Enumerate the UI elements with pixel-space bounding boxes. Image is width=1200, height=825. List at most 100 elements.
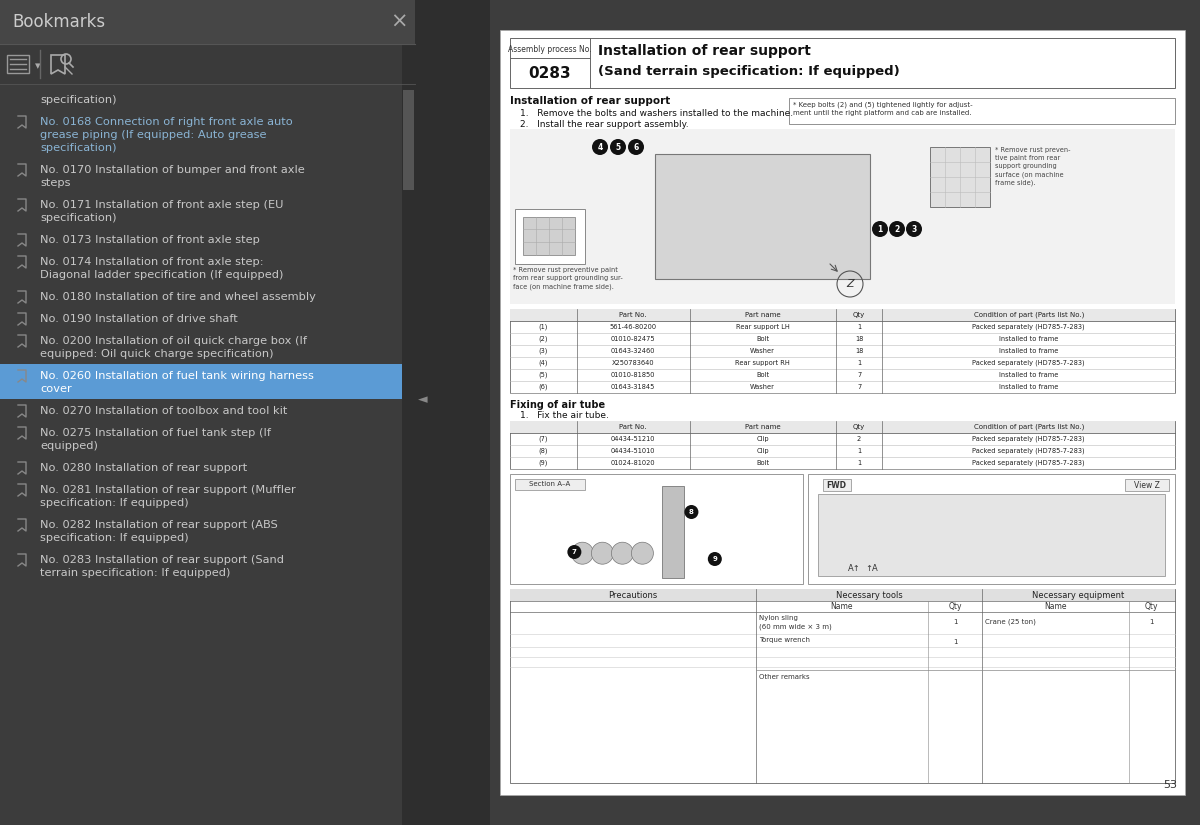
Text: 9: 9: [713, 556, 718, 562]
Text: * Keep bolts (2) and (5) tightened lightly for adjust-: * Keep bolts (2) and (5) tightened light…: [793, 102, 973, 109]
Bar: [0, 44, 415, 84]
Text: 2.   Install the rear support assembly.: 2. Install the rear support assembly.: [520, 120, 689, 129]
Text: equipped: Oil quick charge specification): equipped: Oil quick charge specification…: [40, 349, 274, 359]
Text: (4): (4): [539, 360, 548, 366]
Text: 04434-51210: 04434-51210: [611, 436, 655, 442]
Text: 561-46-80200: 561-46-80200: [610, 324, 656, 330]
Text: Packed separately (HD785-7-283): Packed separately (HD785-7-283): [972, 360, 1085, 366]
Bar: [415, 0, 1200, 825]
Text: No. 0281 Installation of rear support (Muffler: No. 0281 Installation of rear support (M…: [40, 485, 295, 495]
Circle shape: [708, 552, 722, 566]
Text: No. 0171 Installation of front axle step (EU: No. 0171 Installation of front axle step…: [40, 200, 283, 210]
Bar: [930, 147, 990, 207]
Text: FWD: FWD: [827, 480, 847, 489]
Text: Nylon sling: Nylon sling: [760, 615, 798, 621]
Text: (5): (5): [539, 372, 548, 378]
Text: No. 0173 Installation of front axle step: No. 0173 Installation of front axle step: [40, 235, 260, 245]
Bar: [655, 154, 870, 279]
Text: 1: 1: [953, 639, 958, 645]
Bar: [510, 309, 1175, 321]
Text: ment until the right platform and cab are installed.: ment until the right platform and cab ar…: [793, 110, 972, 116]
Text: 1: 1: [1150, 619, 1154, 625]
Text: Installation of rear support: Installation of rear support: [510, 96, 671, 106]
Text: View Z: View Z: [1134, 480, 1160, 489]
Text: 1: 1: [857, 324, 862, 330]
Text: 7: 7: [857, 384, 862, 390]
Text: 2: 2: [857, 436, 862, 442]
Bar: [403, 90, 414, 190]
Text: grease piping (If equipped: Auto grease: grease piping (If equipped: Auto grease: [40, 130, 266, 140]
Text: 3: 3: [911, 224, 917, 233]
Text: Other remarks: Other remarks: [760, 674, 810, 680]
Bar: [523, 217, 575, 255]
Bar: [510, 38, 1175, 88]
Text: Section A–A: Section A–A: [529, 482, 571, 488]
Text: No. 0168 Connection of right front axle auto: No. 0168 Connection of right front axle …: [40, 117, 293, 127]
Text: Necessary equipment: Necessary equipment: [1032, 591, 1124, 600]
Circle shape: [568, 545, 581, 559]
Text: No. 0190 Installation of drive shaft: No. 0190 Installation of drive shaft: [40, 314, 238, 324]
Bar: [415, 0, 490, 825]
Bar: [808, 474, 1175, 584]
Text: Clip: Clip: [756, 436, 769, 442]
Text: X250783640: X250783640: [612, 360, 654, 366]
Text: (3): (3): [539, 348, 548, 354]
Text: 4: 4: [598, 143, 602, 152]
Text: 01024-81020: 01024-81020: [611, 460, 655, 466]
Text: Rear support LH: Rear support LH: [736, 324, 790, 330]
Text: Part name: Part name: [745, 424, 780, 430]
Text: Precautions: Precautions: [608, 591, 658, 600]
Circle shape: [571, 542, 594, 564]
Text: equipped): equipped): [40, 441, 98, 451]
Text: No. 0260 Installation of fuel tank wiring harness: No. 0260 Installation of fuel tank wirin…: [40, 371, 314, 381]
Text: surface (on machine: surface (on machine: [995, 171, 1063, 177]
Text: terrain specification: If equipped): terrain specification: If equipped): [40, 568, 230, 578]
Text: frame side).: frame side).: [995, 179, 1036, 186]
Text: Condition of part (Parts list No.): Condition of part (Parts list No.): [973, 312, 1084, 318]
Text: Packed separately (HD785-7-283): Packed separately (HD785-7-283): [972, 460, 1085, 466]
Text: from rear support grounding sur-: from rear support grounding sur-: [514, 275, 623, 281]
Text: Installation of rear support: Installation of rear support: [598, 44, 811, 58]
Bar: [510, 474, 803, 584]
Bar: [510, 129, 1175, 304]
Text: (Sand terrain specification: If equipped): (Sand terrain specification: If equipped…: [598, 64, 900, 78]
Bar: [0, 364, 402, 399]
Text: 1: 1: [953, 619, 958, 625]
Text: Name: Name: [1044, 602, 1067, 611]
Circle shape: [889, 221, 905, 237]
Text: 01010-82475: 01010-82475: [611, 336, 655, 342]
Text: (1): (1): [539, 323, 548, 330]
Text: Torque wrench: Torque wrench: [760, 637, 810, 643]
Bar: [515, 209, 586, 264]
Text: No. 0283 Installation of rear support (Sand: No. 0283 Installation of rear support (S…: [40, 555, 284, 565]
Bar: [510, 421, 1175, 433]
Bar: [0, 0, 415, 44]
Circle shape: [628, 139, 644, 155]
Text: Packed separately (HD785-7-283): Packed separately (HD785-7-283): [972, 323, 1085, 330]
Text: No. 0174 Installation of front axle step:: No. 0174 Installation of front axle step…: [40, 257, 264, 267]
Text: Bolt: Bolt: [756, 372, 769, 378]
Text: Qty: Qty: [948, 602, 961, 611]
Text: 18: 18: [854, 348, 863, 354]
Text: 1.   Fix the air tube.: 1. Fix the air tube.: [520, 411, 608, 420]
Text: No. 0200 Installation of oil quick charge box (If: No. 0200 Installation of oil quick charg…: [40, 336, 307, 346]
Text: 01643-32460: 01643-32460: [611, 348, 655, 354]
Text: 1: 1: [857, 360, 862, 366]
Text: Installed to frame: Installed to frame: [1000, 384, 1058, 390]
Text: 1: 1: [857, 448, 862, 454]
Text: No. 0180 Installation of tire and wheel assembly: No. 0180 Installation of tire and wheel …: [40, 292, 316, 302]
Text: Qty: Qty: [853, 312, 865, 318]
Text: 1.   Remove the bolts and washers installed to the machine.: 1. Remove the bolts and washers installe…: [520, 109, 793, 118]
Text: face (on machine frame side).: face (on machine frame side).: [514, 283, 614, 290]
Text: * Remove rust preventive paint: * Remove rust preventive paint: [514, 267, 618, 273]
Circle shape: [631, 542, 654, 564]
Bar: [817, 494, 1165, 576]
Text: Bolt: Bolt: [756, 336, 769, 342]
Text: 6: 6: [634, 143, 638, 152]
Text: Bookmarks: Bookmarks: [12, 13, 106, 31]
Text: No. 0170 Installation of bumper and front axle: No. 0170 Installation of bumper and fron…: [40, 165, 305, 175]
Circle shape: [684, 505, 698, 519]
Text: Clip: Clip: [756, 448, 769, 454]
Text: tive paint from rear: tive paint from rear: [995, 155, 1061, 161]
Bar: [510, 589, 1175, 783]
